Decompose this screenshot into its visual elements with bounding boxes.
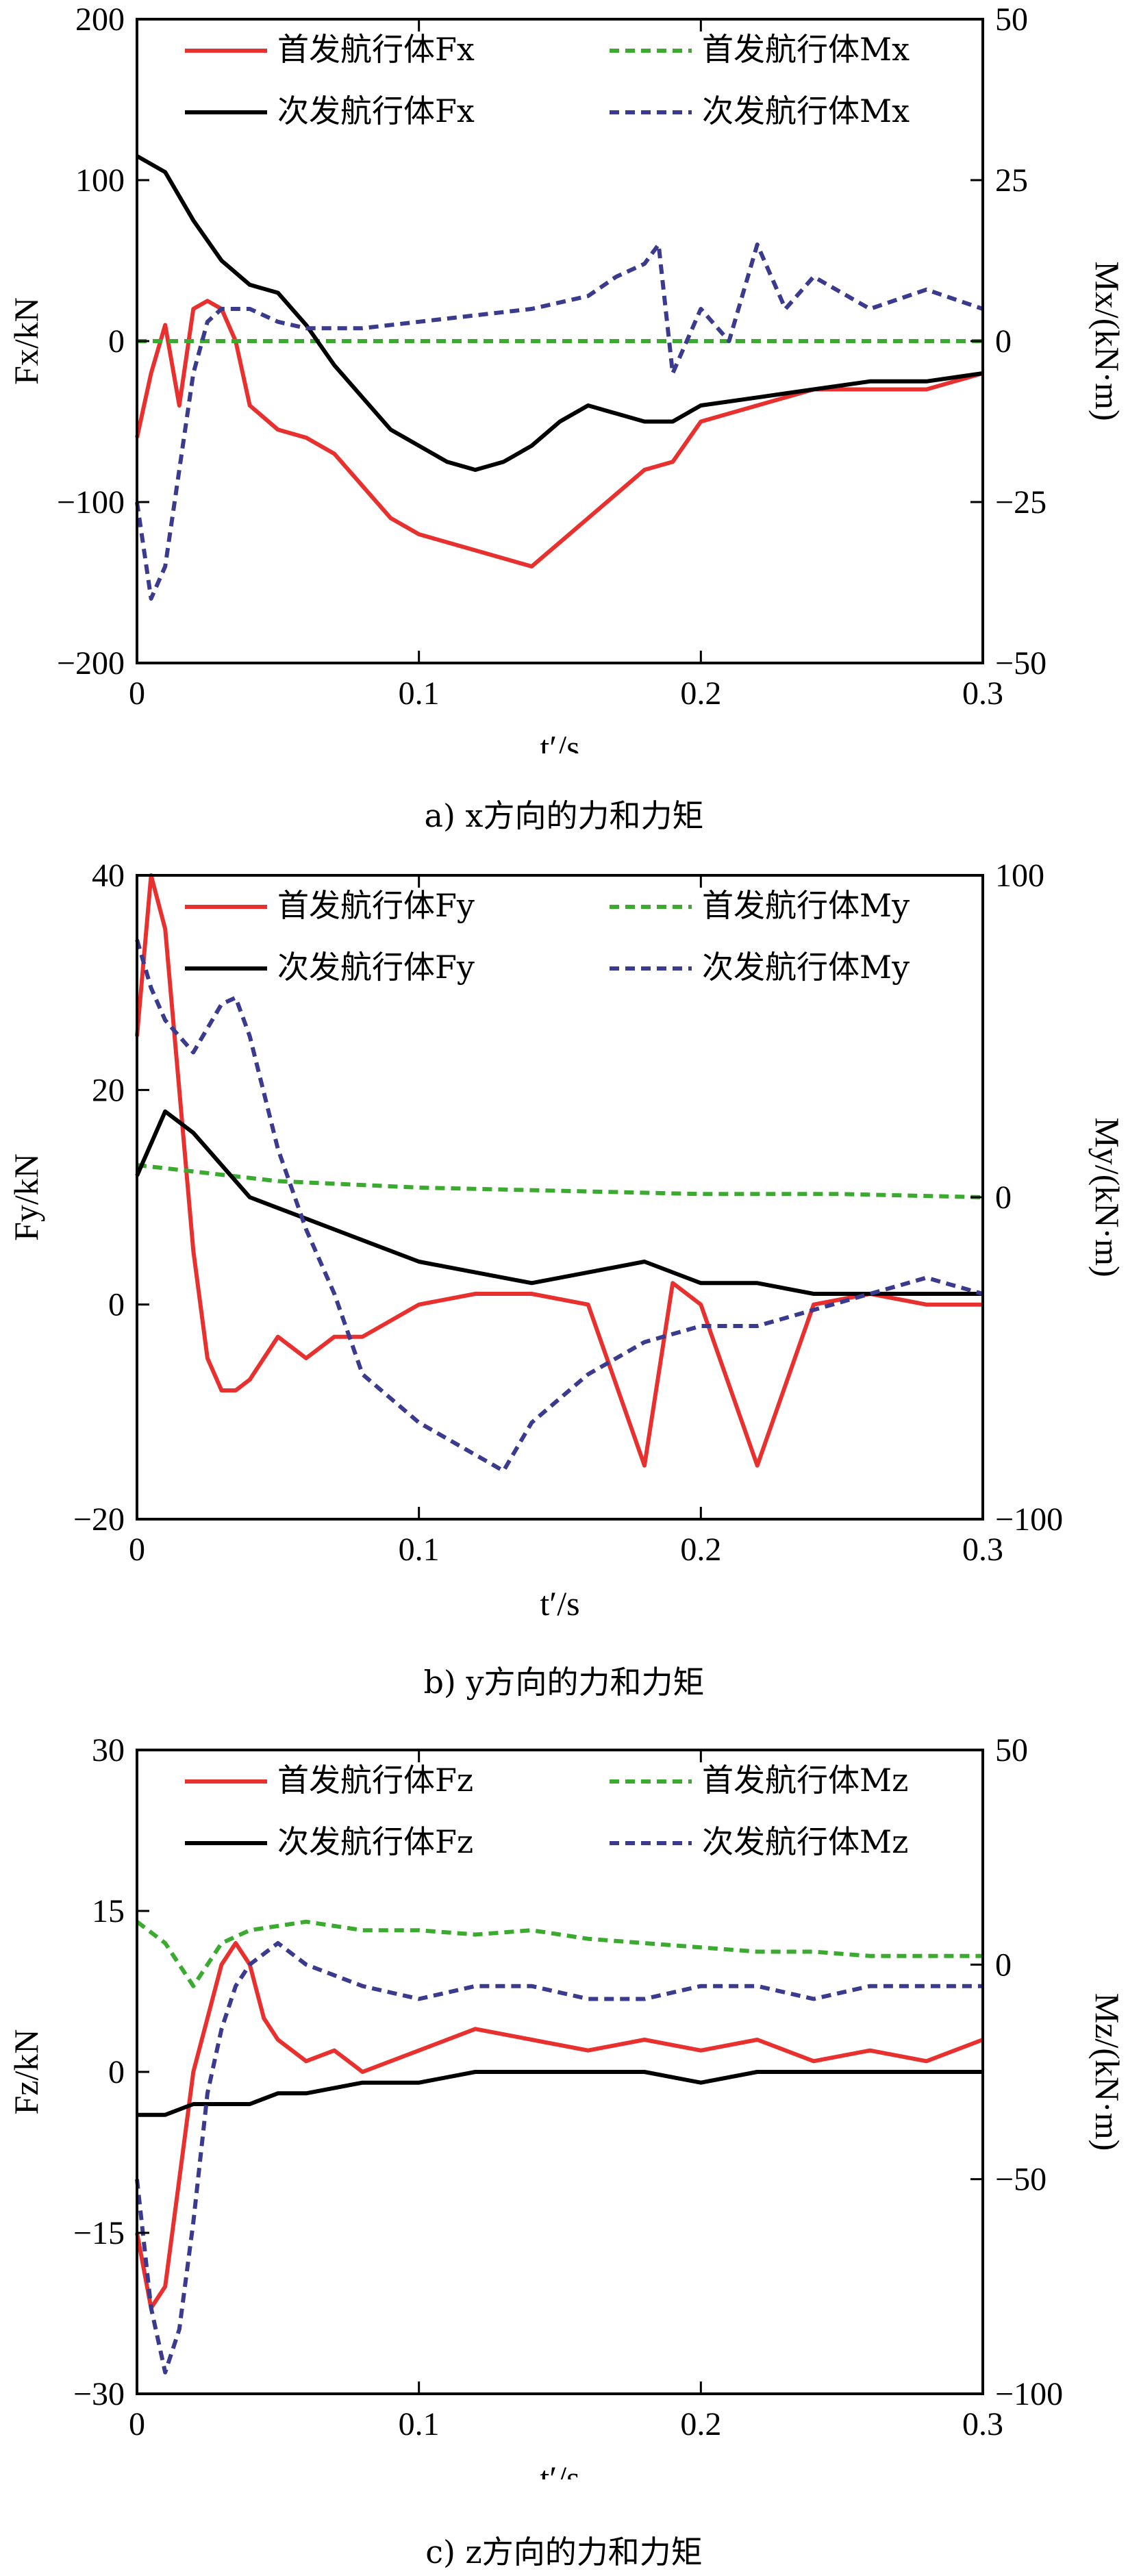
y-tick-label: 0: [108, 323, 125, 360]
legend-label: 首发航行体My: [702, 887, 910, 924]
series-line-0-0: [135, 299, 983, 568]
y-axis-title: Fz/kN: [7, 2029, 45, 2115]
x-axis-title: t′/s: [540, 728, 579, 753]
y2-tick-label: 25: [995, 162, 1028, 199]
series-line-2-1: [136, 1919, 983, 1988]
chart-z: 0 0.1 0.2 0.3 −30 −15 0 15 30 −100 −50 0 50 t′/s Fz/kN…: [7, 1732, 1127, 2479]
legend-label: 次发航行体My: [702, 949, 910, 986]
chart-caption-x: a) x方向的力和力矩: [424, 797, 704, 834]
chart-panel-z: 0 0.1 0.2 0.3 −30 −15 0 15 30 −100 −50 0 50 t′/s Fz/kN…: [0, 1719, 1128, 2479]
y-tick-label: 0: [108, 1287, 125, 1323]
series-line-2-0: [135, 1941, 984, 2310]
y2-tick-label: 50: [995, 1, 1028, 38]
y-tick-label: −100: [57, 484, 125, 521]
series-line-2-2: [137, 2070, 983, 2117]
x-tick-label: 0.3: [962, 2406, 1003, 2442]
x-tick-label: 0.2: [680, 675, 721, 712]
y-tick-label: 20: [92, 1072, 125, 1108]
x-tick-label: 0.1: [399, 1531, 440, 1568]
x-tick-label: 0.3: [962, 1531, 1003, 1568]
x-tick-label: 0.2: [680, 1531, 721, 1568]
x-tick-label: 0.3: [962, 675, 1003, 712]
x-tick-label: 0: [129, 2406, 145, 2442]
y-tick-label: 15: [92, 1893, 125, 1929]
x-axis-title: t′/s: [540, 2459, 579, 2479]
legend-label: 首发航行体Mz: [702, 1762, 908, 1799]
y-tick-label: −20: [73, 1501, 125, 1538]
y2-tick-label: 100: [995, 858, 1044, 894]
x-tick-label: 0.1: [399, 675, 440, 712]
y2-tick-label: 0: [995, 1179, 1012, 1216]
chart-x: 0 0.1 0.2 0.3 −200 −100 0 100 200 −50 −25 0 25 50 t′/s…: [7, 1, 1127, 753]
y-tick-label: −30: [73, 2376, 125, 2412]
legend-label: 首发航行体Fx: [277, 31, 475, 68]
y-tick-label: 0: [108, 2054, 125, 2090]
y-axis-title: Fx/kN: [7, 297, 45, 385]
legend-label: 次发航行体Fy: [277, 949, 475, 986]
series-line-1-0: [135, 873, 983, 1468]
y2-tick-label: 50: [995, 1732, 1028, 1768]
y2-tick-label: 0: [995, 323, 1012, 360]
y2-tick-label: 0: [995, 1947, 1012, 1983]
x-tick-label: 0: [129, 675, 145, 712]
legend-label: 次发航行体Fx: [277, 92, 475, 129]
y2-tick-label: −50: [995, 645, 1046, 681]
series-line-1-1: [136, 1163, 983, 1199]
x-tick-label: 0.2: [680, 2406, 721, 2442]
y-tick-label: −200: [57, 645, 125, 681]
y2-axis-title: My/(kN·m): [1088, 1117, 1127, 1277]
legend-label: 次发航行体Mx: [702, 92, 910, 129]
chart-caption-z: c) z方向的力和力矩: [425, 2534, 703, 2571]
legend-label: 首发航行体Fz: [277, 1762, 473, 1799]
y-tick-label: 30: [92, 1732, 125, 1768]
legend-label: 次发航行体Mz: [702, 1823, 908, 1860]
y-tick-label: 100: [75, 162, 125, 199]
series-line-1-2: [135, 1109, 983, 1296]
y2-tick-label: −100: [995, 2376, 1063, 2412]
legend-label: 首发航行体Mx: [702, 31, 910, 68]
y-axis-title: Fy/kN: [7, 1153, 45, 1241]
y-tick-label: 200: [75, 1, 125, 38]
y2-axis-title: Mx/(kN·m): [1088, 261, 1127, 421]
legend-label: 次发航行体Fz: [277, 1823, 473, 1860]
chart-panel-x: 0 0.1 0.2 0.3 −200 −100 0 100 200 −50 −25 0 25 50 t′/s…: [0, 0, 1128, 753]
y2-tick-label: −50: [995, 2162, 1046, 2198]
x-tick-label: 0.1: [399, 2406, 440, 2442]
x-axis-title: t′/s: [540, 1584, 579, 1623]
series-line-2-3: [135, 1941, 983, 2375]
y-tick-label: 40: [92, 858, 125, 894]
y2-tick-label: −100: [995, 1501, 1063, 1538]
chart-panel-y: 0 0.1 0.2 0.3 −20 0 20 40 −100 0 100 t′/s Fy/kN My/(k…: [0, 849, 1128, 1623]
series-line-1-3: [135, 939, 983, 1473]
series-line-0-3: [135, 242, 983, 601]
y2-axis-title: Mz/(kN·m): [1088, 1993, 1127, 2151]
series-line-0-2: [136, 154, 983, 472]
chart-caption-y: b) y方向的力和力矩: [423, 1664, 705, 1701]
x-tick-label: 0: [129, 1531, 145, 1568]
legend-label: 首发航行体Fy: [277, 887, 475, 924]
y-tick-label: −15: [73, 2215, 125, 2251]
y2-tick-label: −25: [995, 484, 1046, 521]
